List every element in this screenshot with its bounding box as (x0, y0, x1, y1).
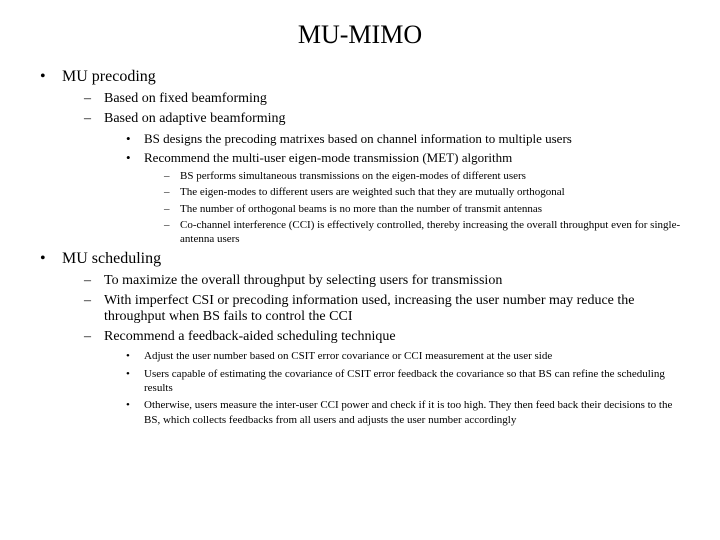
bullet-list: MU precoding Based on fixed beamforming … (30, 68, 690, 427)
item-text: Adjust the user number based on CSIT err… (144, 350, 552, 362)
list-item: To maximize the overall throughput by se… (84, 273, 690, 289)
section-heading: MU scheduling (62, 250, 161, 267)
list-item: Otherwise, users measure the inter-user … (126, 398, 690, 427)
section-precoding: MU precoding Based on fixed beamforming … (40, 68, 690, 246)
slide-content: MU-MIMO MU precoding Based on fixed beam… (0, 0, 720, 451)
item-text: Otherwise, users measure the inter-user … (144, 399, 672, 425)
feedback-sub: Adjust the user number based on CSIT err… (104, 349, 690, 426)
item-text: To maximize the overall throughput by se… (104, 273, 502, 288)
item-text: Co-channel interference (CCI) is effecti… (180, 219, 680, 245)
item-text: Users capable of estimating the covarian… (144, 368, 665, 394)
list-item: Co-channel interference (CCI) is effecti… (164, 218, 690, 247)
item-text: Based on adaptive beamforming (104, 111, 286, 126)
list-item: Recommend a feedback-aided scheduling te… (84, 329, 690, 426)
item-text: Based on fixed beamforming (104, 91, 267, 106)
list-item: Users capable of estimating the covarian… (126, 367, 690, 396)
list-item: Adjust the user number based on CSIT err… (126, 349, 690, 363)
list-item: The number of orthogonal beams is no mor… (164, 202, 690, 216)
section-heading: MU precoding (62, 68, 156, 85)
adaptive-sub: BS designs the precoding matrixes based … (104, 131, 690, 246)
list-item: With imperfect CSI or precoding informat… (84, 293, 690, 325)
item-text: BS designs the precoding matrixes based … (144, 131, 572, 146)
item-text: Recommend the multi-user eigen-mode tran… (144, 150, 512, 165)
section-scheduling: MU scheduling To maximize the overall th… (40, 250, 690, 426)
met-sub: BS performs simultaneous transmissions o… (144, 169, 690, 246)
item-text: BS performs simultaneous transmissions o… (180, 170, 526, 182)
item-text: The eigen-modes to different users are w… (180, 186, 565, 198)
list-item: Based on adaptive beamforming BS designs… (84, 111, 690, 246)
precoding-items: Based on fixed beamforming Based on adap… (62, 91, 690, 246)
list-item: BS performs simultaneous transmissions o… (164, 169, 690, 183)
item-text: Recommend a feedback-aided scheduling te… (104, 329, 396, 344)
item-text: With imperfect CSI or precoding informat… (104, 293, 635, 324)
list-item: Recommend the multi-user eigen-mode tran… (126, 150, 690, 246)
list-item: BS designs the precoding matrixes based … (126, 131, 690, 147)
scheduling-items: To maximize the overall throughput by se… (62, 273, 690, 426)
list-item: The eigen-modes to different users are w… (164, 185, 690, 199)
item-text: The number of orthogonal beams is no mor… (180, 203, 542, 215)
list-item: Based on fixed beamforming (84, 91, 690, 107)
slide-title: MU-MIMO (30, 20, 690, 50)
